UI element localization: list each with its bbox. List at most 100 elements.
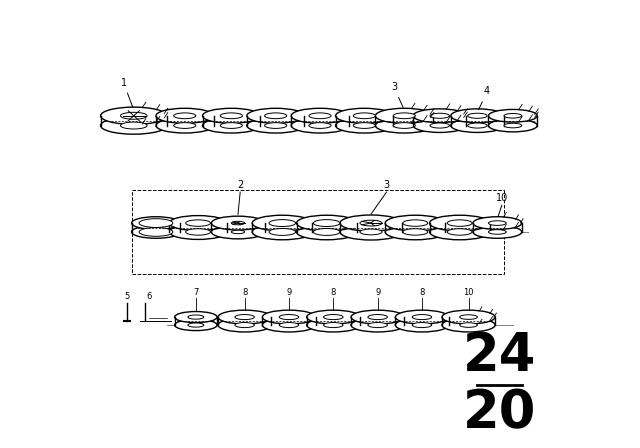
Ellipse shape [468, 123, 487, 128]
Ellipse shape [314, 228, 340, 235]
Ellipse shape [393, 113, 415, 119]
Ellipse shape [186, 220, 211, 226]
Ellipse shape [353, 123, 376, 129]
Ellipse shape [504, 113, 522, 118]
Ellipse shape [473, 217, 522, 229]
Text: 20: 20 [463, 388, 536, 440]
Ellipse shape [218, 310, 271, 324]
Ellipse shape [188, 323, 204, 327]
Ellipse shape [403, 229, 428, 235]
Ellipse shape [412, 323, 432, 327]
Ellipse shape [202, 108, 260, 123]
Ellipse shape [504, 123, 522, 128]
Text: 1: 1 [120, 78, 133, 108]
Ellipse shape [368, 323, 387, 327]
Ellipse shape [132, 217, 180, 229]
Ellipse shape [132, 226, 180, 238]
Ellipse shape [429, 224, 490, 240]
Ellipse shape [451, 109, 504, 123]
Ellipse shape [262, 318, 316, 332]
Ellipse shape [368, 314, 387, 319]
Ellipse shape [447, 220, 472, 226]
Ellipse shape [429, 215, 490, 231]
Ellipse shape [279, 323, 299, 327]
Text: 3: 3 [391, 82, 403, 108]
Ellipse shape [231, 221, 244, 225]
Ellipse shape [120, 112, 147, 119]
Ellipse shape [156, 108, 214, 123]
Ellipse shape [252, 215, 312, 231]
Ellipse shape [218, 318, 271, 332]
Ellipse shape [231, 230, 244, 234]
Ellipse shape [403, 220, 428, 226]
Ellipse shape [173, 113, 196, 119]
Ellipse shape [335, 118, 393, 133]
Ellipse shape [291, 118, 349, 133]
Ellipse shape [175, 319, 217, 331]
Ellipse shape [430, 123, 449, 128]
Ellipse shape [360, 220, 382, 226]
Ellipse shape [324, 314, 343, 319]
Ellipse shape [412, 314, 432, 319]
Ellipse shape [447, 229, 472, 235]
Text: 9: 9 [375, 288, 380, 297]
Ellipse shape [468, 113, 487, 118]
Text: 8: 8 [419, 288, 425, 297]
Ellipse shape [220, 113, 243, 119]
Ellipse shape [488, 221, 506, 225]
Ellipse shape [173, 123, 196, 129]
Text: 24: 24 [463, 330, 536, 382]
Ellipse shape [264, 113, 287, 119]
Ellipse shape [100, 107, 167, 125]
Text: 6: 6 [147, 292, 152, 301]
Ellipse shape [460, 315, 477, 319]
Ellipse shape [235, 323, 254, 327]
Text: 2: 2 [237, 180, 243, 190]
Ellipse shape [340, 224, 402, 240]
Ellipse shape [296, 224, 356, 240]
Ellipse shape [120, 122, 147, 129]
Text: 8: 8 [242, 288, 247, 297]
Ellipse shape [335, 108, 393, 123]
Ellipse shape [413, 109, 467, 123]
Ellipse shape [156, 118, 214, 133]
Ellipse shape [488, 119, 537, 132]
Ellipse shape [269, 228, 296, 235]
Ellipse shape [211, 216, 264, 230]
Ellipse shape [309, 113, 331, 119]
Ellipse shape [252, 224, 312, 240]
Ellipse shape [307, 318, 360, 332]
Bar [132, 190, 504, 274]
Text: 9: 9 [286, 288, 292, 297]
Ellipse shape [247, 118, 305, 133]
Ellipse shape [442, 310, 495, 324]
Ellipse shape [139, 228, 173, 237]
Ellipse shape [473, 226, 522, 238]
Ellipse shape [376, 108, 433, 123]
Ellipse shape [430, 113, 449, 118]
Ellipse shape [442, 318, 495, 332]
Text: 8: 8 [331, 288, 336, 297]
Ellipse shape [360, 229, 382, 235]
Ellipse shape [186, 229, 211, 235]
Ellipse shape [235, 314, 254, 319]
Ellipse shape [340, 215, 402, 231]
Ellipse shape [353, 113, 376, 119]
Ellipse shape [385, 224, 445, 240]
Ellipse shape [202, 118, 260, 133]
Ellipse shape [188, 315, 204, 319]
Ellipse shape [488, 109, 537, 122]
Text: 10: 10 [463, 288, 474, 297]
Ellipse shape [451, 119, 504, 133]
Ellipse shape [351, 310, 404, 324]
Ellipse shape [314, 220, 340, 227]
Text: 7: 7 [193, 288, 198, 297]
Ellipse shape [269, 220, 296, 227]
Text: 4: 4 [479, 86, 490, 110]
Ellipse shape [460, 323, 477, 327]
Ellipse shape [351, 318, 404, 332]
Ellipse shape [291, 108, 349, 123]
Ellipse shape [211, 225, 264, 239]
Ellipse shape [324, 323, 343, 327]
Ellipse shape [169, 215, 227, 231]
